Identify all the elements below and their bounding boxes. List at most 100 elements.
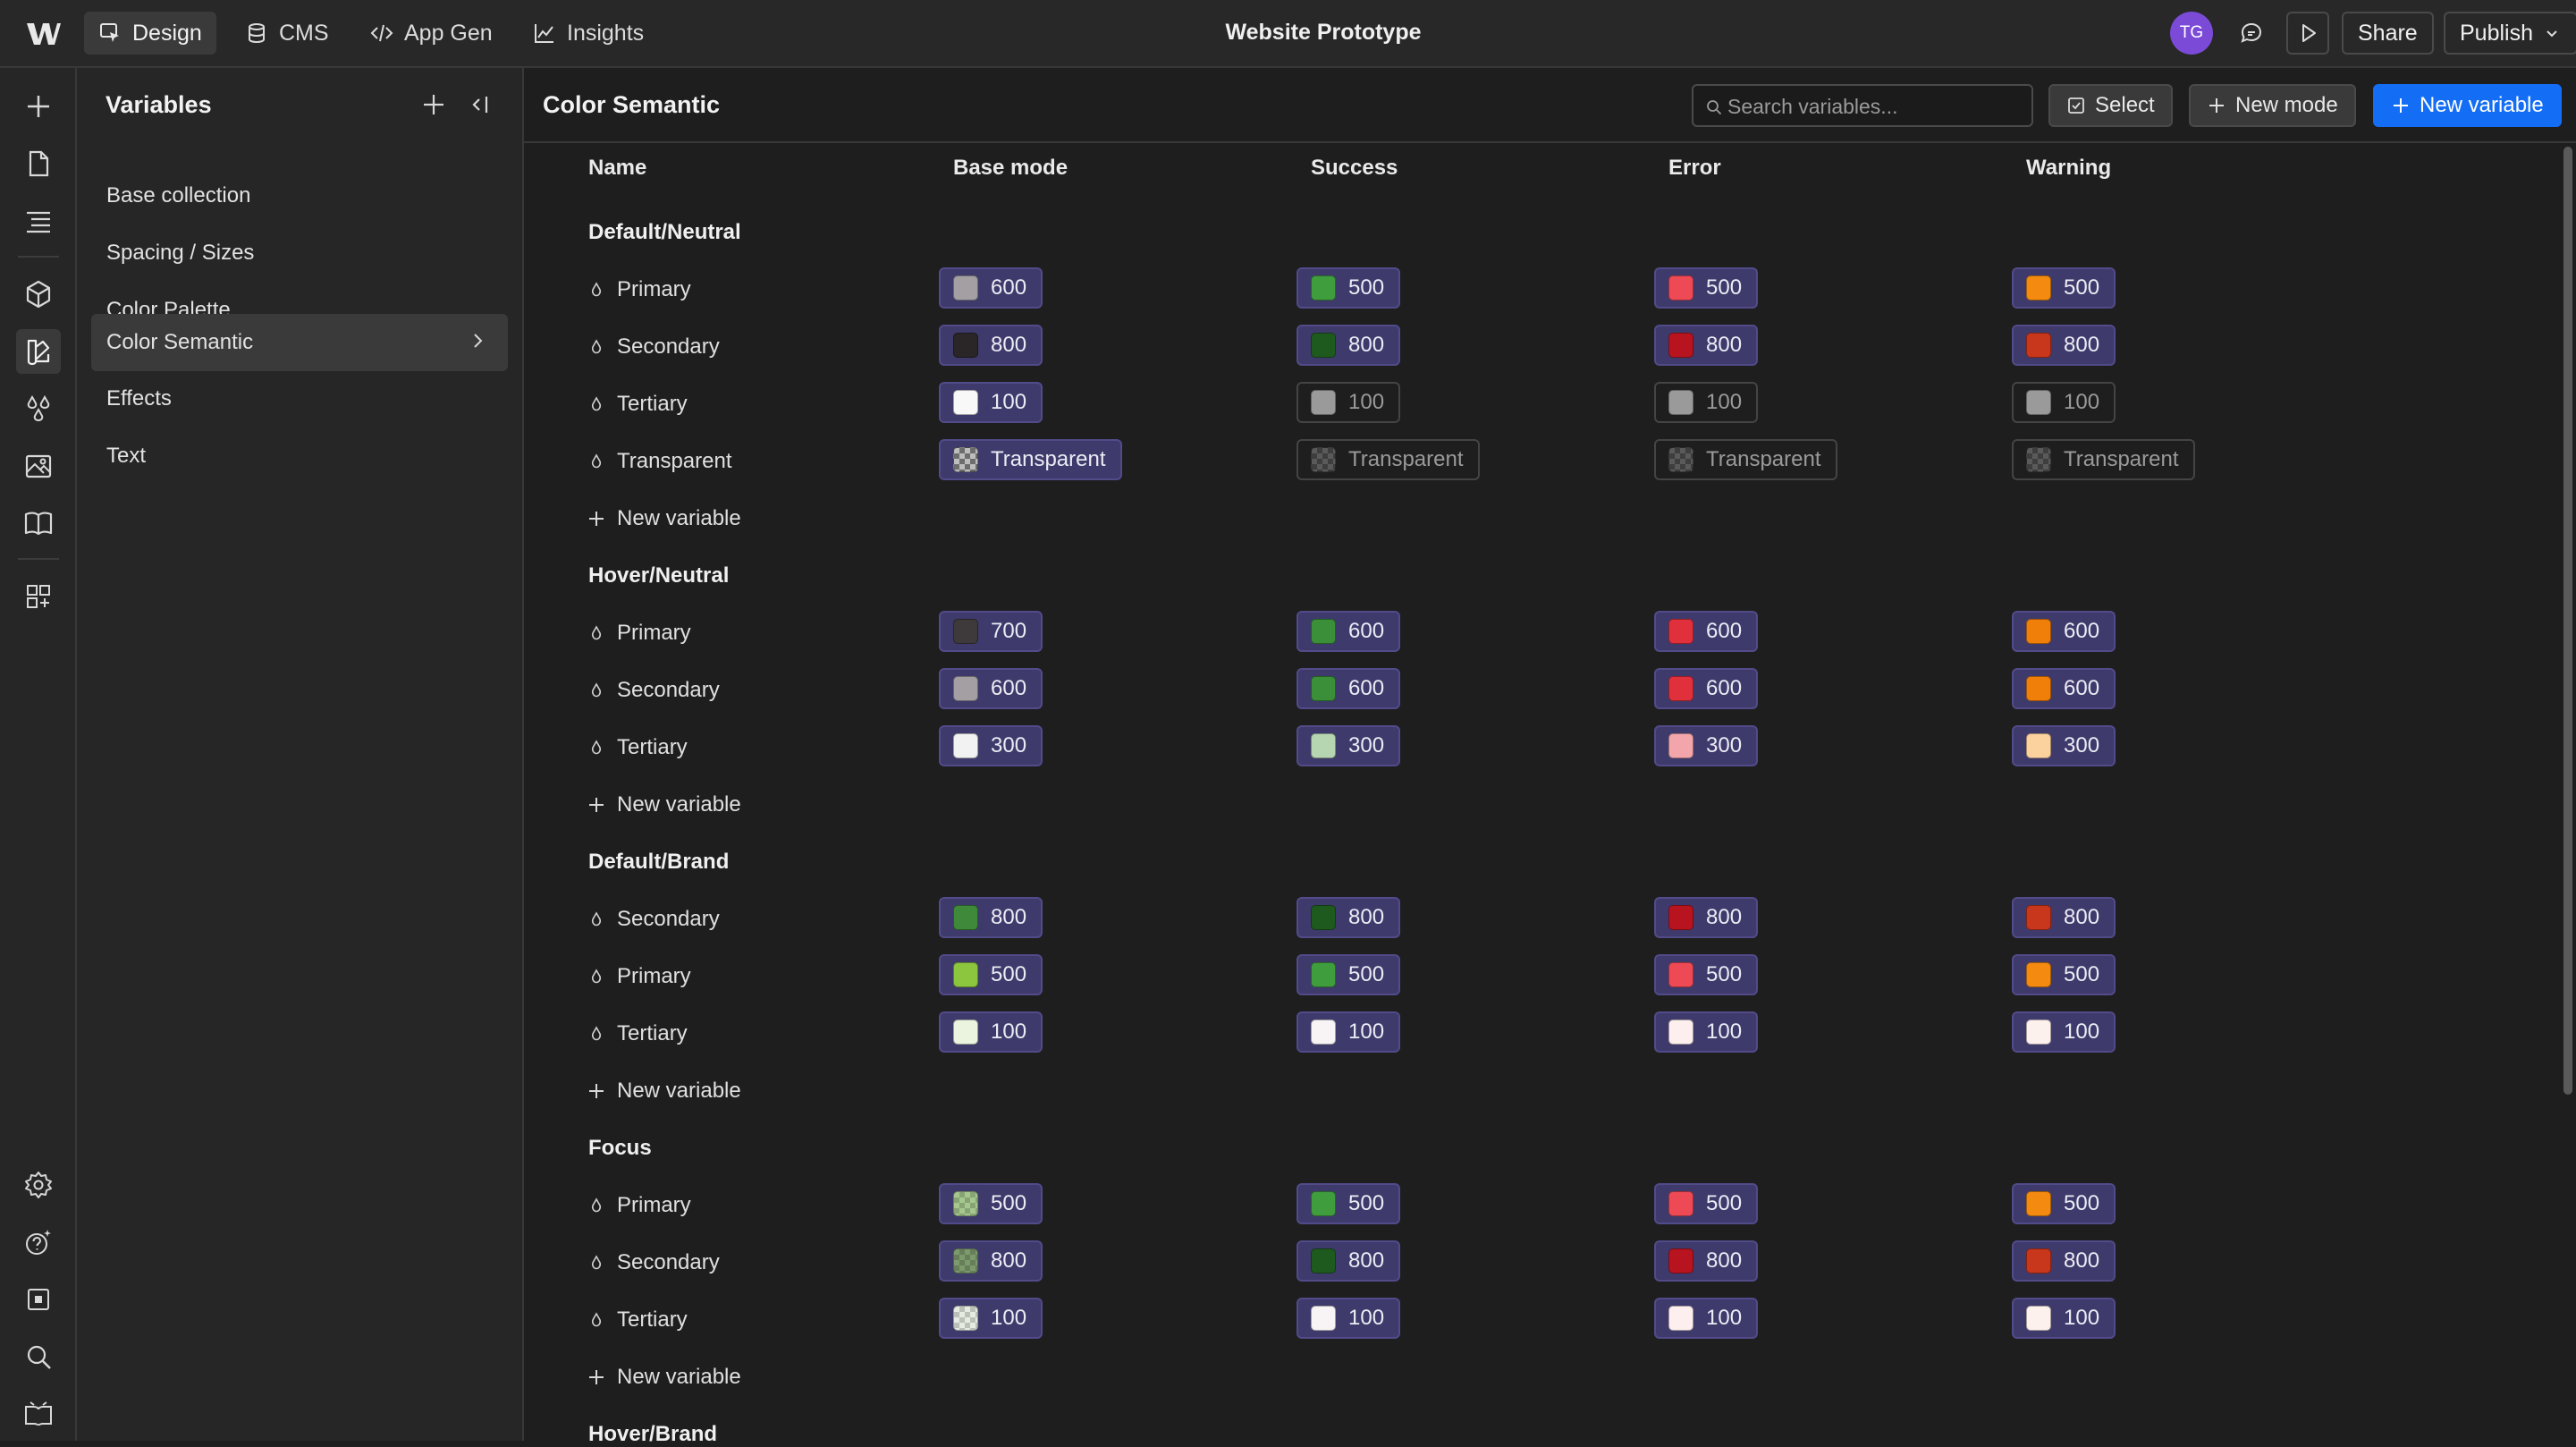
settings-button[interactable] xyxy=(16,1163,61,1207)
variable-value-pill[interactable]: 500 xyxy=(1654,267,1759,309)
variable-value-pill[interactable]: 100 xyxy=(939,382,1043,423)
variable-value-pill[interactable]: 100 xyxy=(1296,1298,1401,1339)
variable-value-pill[interactable]: 600 xyxy=(1296,611,1401,652)
variable-value-pill[interactable]: 100 xyxy=(2012,1011,2116,1053)
variable-value-pill[interactable]: 600 xyxy=(939,668,1043,709)
collection-item[interactable]: Effects xyxy=(91,371,508,427)
tab-insights[interactable]: Insights xyxy=(519,12,658,55)
preview-button[interactable] xyxy=(2286,12,2329,55)
column-header-success[interactable]: Success xyxy=(1311,156,1398,180)
collection-item-active[interactable]: Color Semantic xyxy=(91,314,508,371)
add-variable-row[interactable]: New variable xyxy=(587,1365,741,1390)
stop-button[interactable] xyxy=(16,1277,61,1322)
collapse-panel-icon[interactable] xyxy=(467,91,494,118)
variable-value-pill[interactable]: 500 xyxy=(1654,954,1759,995)
variable-value-pill[interactable]: 800 xyxy=(1296,1240,1401,1282)
variable-value-pill[interactable]: 500 xyxy=(2012,267,2116,309)
variable-value-pill[interactable]: 100 xyxy=(2012,382,2116,423)
navigator-button[interactable] xyxy=(16,199,61,243)
components-button[interactable] xyxy=(16,272,61,317)
variable-value-pill[interactable]: 600 xyxy=(1296,668,1401,709)
variable-value-pill[interactable]: 800 xyxy=(939,325,1043,366)
variable-name[interactable]: Primary xyxy=(588,621,691,646)
variable-value-pill[interactable]: 800 xyxy=(1654,1240,1759,1282)
variable-name[interactable]: Transparent xyxy=(588,449,732,474)
share-button[interactable]: Share xyxy=(2342,12,2434,55)
add-collection-icon[interactable] xyxy=(420,91,447,118)
apps-button[interactable] xyxy=(16,574,61,619)
variable-value-pill[interactable]: 500 xyxy=(939,1183,1043,1224)
variable-value-pill[interactable]: 100 xyxy=(939,1298,1043,1339)
variable-value-pill[interactable]: 500 xyxy=(939,954,1043,995)
search-input[interactable] xyxy=(1726,89,2024,123)
variable-value-pill[interactable]: 100 xyxy=(1654,1298,1759,1339)
styles-button[interactable] xyxy=(16,386,61,431)
add-variable-row[interactable]: New variable xyxy=(587,1079,741,1104)
variable-value-pill[interactable]: Transparent xyxy=(1654,439,1837,480)
variable-value-pill[interactable]: 500 xyxy=(2012,1183,2116,1224)
variable-value-pill[interactable]: 600 xyxy=(2012,611,2116,652)
variable-name[interactable]: Primary xyxy=(588,964,691,989)
variable-value-pill[interactable]: 800 xyxy=(939,897,1043,938)
collection-item[interactable]: Spacing / Sizes xyxy=(91,225,508,281)
variable-value-pill[interactable]: Transparent xyxy=(939,439,1122,480)
variable-name[interactable]: Secondary xyxy=(588,1250,720,1275)
tab-design[interactable]: Design xyxy=(84,12,216,55)
variables-button[interactable] xyxy=(16,329,61,374)
variable-value-pill[interactable]: 800 xyxy=(1296,897,1401,938)
variable-value-pill[interactable]: 100 xyxy=(1654,1011,1759,1053)
variable-value-pill[interactable]: Transparent xyxy=(2012,439,2195,480)
variable-name[interactable]: Tertiary xyxy=(588,1307,688,1333)
search-button[interactable] xyxy=(16,1334,61,1379)
variable-value-pill[interactable]: 600 xyxy=(939,267,1043,309)
variable-name[interactable]: Secondary xyxy=(588,907,720,932)
tab-app-gen[interactable]: App Gen xyxy=(356,12,507,55)
variable-value-pill[interactable]: 300 xyxy=(939,725,1043,766)
variable-value-pill[interactable]: Transparent xyxy=(1296,439,1480,480)
help-button[interactable] xyxy=(16,1220,61,1265)
variable-value-pill[interactable]: 300 xyxy=(2012,725,2116,766)
variable-name[interactable]: Primary xyxy=(588,1193,691,1218)
variable-value-pill[interactable]: 100 xyxy=(939,1011,1043,1053)
add-elements-button[interactable] xyxy=(16,84,61,129)
library-button[interactable] xyxy=(16,501,61,546)
variable-name[interactable]: Secondary xyxy=(588,334,720,360)
column-header-warning[interactable]: Warning xyxy=(2026,156,2112,180)
comments-button[interactable] xyxy=(2230,12,2273,55)
variable-value-pill[interactable]: 600 xyxy=(2012,668,2116,709)
variable-value-pill[interactable]: 800 xyxy=(2012,897,2116,938)
scrollbar[interactable] xyxy=(2563,147,2572,1095)
column-header-error[interactable]: Error xyxy=(1668,156,1721,180)
variable-name[interactable]: Tertiary xyxy=(588,392,688,417)
variable-value-pill[interactable]: 800 xyxy=(1296,325,1401,366)
variable-name[interactable]: Secondary xyxy=(588,678,720,703)
variable-value-pill[interactable]: 500 xyxy=(2012,954,2116,995)
variable-name[interactable]: Tertiary xyxy=(588,735,688,760)
variable-value-pill[interactable]: 600 xyxy=(1654,611,1759,652)
publish-button[interactable]: Publish xyxy=(2444,12,2576,55)
variable-value-pill[interactable]: 800 xyxy=(2012,1240,2116,1282)
variable-value-pill[interactable]: 500 xyxy=(1296,1183,1401,1224)
variable-value-pill[interactable]: 500 xyxy=(1296,954,1401,995)
variable-value-pill[interactable]: 100 xyxy=(1296,1011,1401,1053)
collection-item[interactable]: Text xyxy=(91,428,508,484)
variable-value-pill[interactable]: 800 xyxy=(939,1240,1043,1282)
tutorials-button[interactable] xyxy=(16,1392,61,1436)
variable-value-pill[interactable]: 800 xyxy=(1654,897,1759,938)
tab-cms[interactable]: CMS xyxy=(231,12,343,55)
variable-value-pill[interactable]: 500 xyxy=(1654,1183,1759,1224)
variable-value-pill[interactable]: 100 xyxy=(2012,1298,2116,1339)
variable-value-pill[interactable]: 500 xyxy=(1296,267,1401,309)
select-button[interactable]: Select xyxy=(2048,84,2173,127)
collection-item[interactable]: Base collection xyxy=(91,168,508,224)
variable-name[interactable]: Tertiary xyxy=(588,1021,688,1046)
column-header-base-mode[interactable]: Base mode xyxy=(953,156,1068,180)
pages-button[interactable] xyxy=(16,141,61,186)
variable-value-pill[interactable]: 100 xyxy=(1296,382,1401,423)
variable-name[interactable]: Primary xyxy=(588,277,691,302)
assets-button[interactable] xyxy=(16,444,61,488)
avatar[interactable]: TG xyxy=(2170,12,2213,55)
add-variable-row[interactable]: New variable xyxy=(587,792,741,817)
variable-value-pill[interactable]: 300 xyxy=(1296,725,1401,766)
new-variable-button[interactable]: New variable xyxy=(2373,84,2562,127)
